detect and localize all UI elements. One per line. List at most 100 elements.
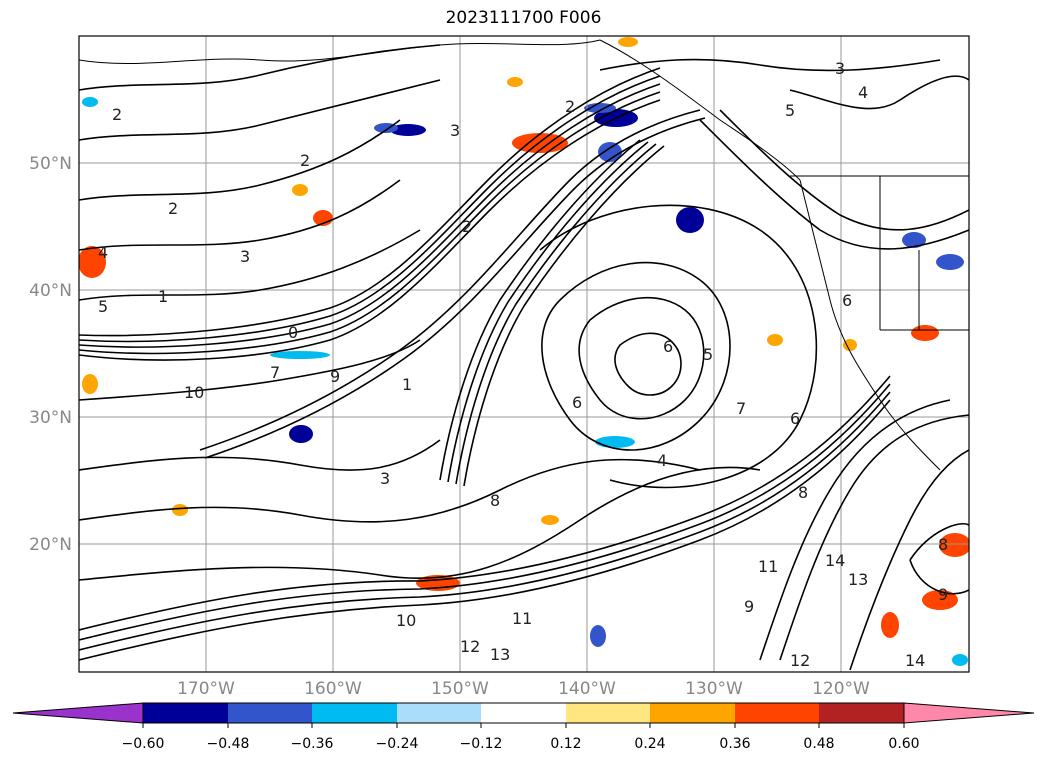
contour-line (79, 119, 401, 201)
contour-line (79, 99, 661, 361)
lon-label: 160°W (304, 679, 362, 699)
colorbar-tick-label: −0.24 (376, 736, 419, 752)
colorbar-tick-label: 0.60 (888, 736, 919, 752)
contour-label: 9 (744, 597, 754, 616)
anomaly-blob (292, 184, 308, 196)
lat-label: 40°N (29, 281, 72, 301)
lat-label: 20°N (29, 535, 72, 555)
contour-label: 6 (572, 393, 582, 412)
anomaly-blob (843, 339, 857, 351)
anomaly-blob (79, 246, 106, 278)
contour-label: 8 (938, 535, 948, 554)
alaska-coast (79, 39, 601, 64)
contour-label: 8 (490, 491, 500, 510)
contour-label: 0 (288, 323, 298, 342)
plot-frame (78, 35, 970, 673)
anomaly-blob (936, 254, 964, 270)
contour-lines (79, 44, 969, 671)
contour-label: 14 (905, 651, 925, 670)
contour-label: 5 (98, 297, 108, 316)
contour-label: 2 (112, 105, 122, 124)
colorbar-tick-label: −0.60 (122, 736, 165, 752)
contour-line (578, 296, 705, 420)
lon-label: 140°W (558, 679, 616, 699)
coastlines (79, 39, 969, 471)
anomaly-blob (172, 504, 188, 516)
contour-label: 2 (300, 151, 310, 170)
colorbar-segment (735, 703, 819, 723)
contour-line (614, 332, 682, 396)
contour-line (79, 44, 441, 91)
anomaly-blob (270, 351, 330, 359)
contour-label: 7 (270, 363, 280, 382)
colorbar-segment (143, 703, 228, 723)
contour-line (79, 83, 661, 348)
contour-label: 11 (512, 609, 532, 628)
colorbar-segment (566, 703, 650, 723)
contour-line (199, 109, 701, 451)
contour-line (779, 414, 969, 661)
colorbar-extend-low (12, 702, 144, 724)
anomaly-blob (289, 425, 313, 443)
contour-label: 6 (663, 337, 673, 356)
anomaly-blob (590, 625, 606, 647)
contour-label: 5 (785, 101, 795, 120)
contour-line (909, 523, 969, 595)
anomaly-blob (390, 124, 426, 136)
colorbar-tick-label: 0.36 (719, 736, 750, 752)
contour-line (447, 141, 649, 483)
colorbar-tick-label: −0.36 (291, 736, 334, 752)
contour-label: 4 (657, 451, 667, 470)
colorbar-tick-label: −0.48 (207, 736, 250, 752)
contour-line (79, 229, 421, 301)
contour-label: 3 (450, 121, 460, 140)
contour-line (789, 75, 969, 110)
map-title: 2023111700 F006 (445, 8, 602, 28)
anomaly-blob (902, 232, 926, 248)
contour-line (79, 383, 891, 641)
contour-line (849, 449, 969, 671)
contour-label: 1 (158, 287, 168, 306)
colorbar-tick-label: −0.12 (460, 736, 503, 752)
contour-line (79, 75, 661, 343)
contour-line (79, 458, 701, 523)
contour-line (455, 143, 657, 485)
anomaly-blob (82, 97, 98, 107)
contour-line (79, 466, 761, 581)
contour-line (759, 399, 951, 661)
contour-label: 6 (790, 409, 800, 428)
anomaly-blob (541, 515, 559, 525)
contour-line (439, 139, 641, 481)
colorbar-tick-label: 0.12 (550, 736, 581, 752)
contour-line (204, 117, 706, 459)
contour-label: 3 (380, 469, 390, 488)
plot-area (79, 36, 969, 672)
contour-line (539, 204, 818, 489)
colorbar-segment (397, 703, 481, 723)
contour-label: 2 (462, 217, 472, 236)
canada-coast (599, 39, 801, 181)
contour-label: 3 (240, 247, 250, 266)
colorbar-segment (228, 703, 312, 723)
contour-label: 7 (736, 399, 746, 418)
contour-label: 1 (402, 375, 412, 394)
contour-line (79, 91, 661, 355)
contour-label: 9 (330, 367, 340, 386)
contour-line (599, 58, 941, 72)
contour-label: 2 (168, 199, 178, 218)
us-west-coast (799, 179, 941, 471)
contour-label: 13 (848, 570, 868, 589)
contour-line (79, 391, 891, 651)
colorbar-segment (650, 703, 735, 723)
contour-line (541, 261, 731, 451)
contour-label: 9 (938, 585, 948, 604)
colorbar-segment (312, 703, 397, 723)
contour-label: 10 (396, 611, 416, 630)
colorbar-frame (142, 702, 905, 724)
contour-label: 10 (184, 383, 204, 402)
lon-label: 170°W (177, 679, 235, 699)
colorbar-segment (819, 703, 904, 723)
contour-labels: 2 2 3 4 5 1 2 3 2 3 4 5 6 6 7 8 9 10 11 … (98, 59, 948, 670)
contour-line (79, 67, 661, 337)
lon-label: 120°W (812, 679, 870, 699)
